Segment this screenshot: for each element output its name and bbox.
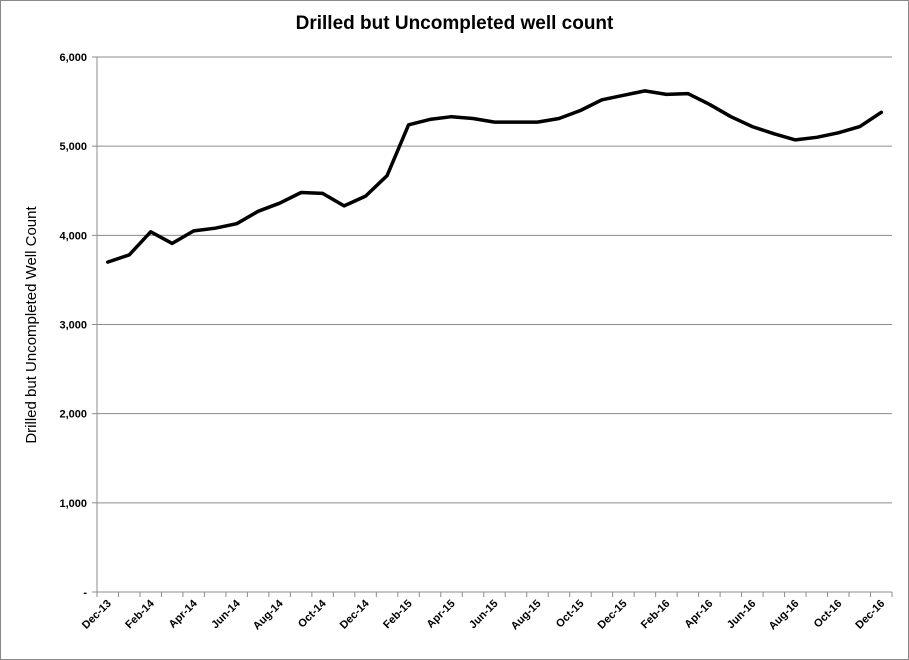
y-tick-label: 5,000 (59, 141, 87, 153)
y-tick-label: 1,000 (59, 498, 87, 510)
x-tick-label: Dec-15 (596, 598, 630, 632)
y-tick-label: - (83, 587, 87, 599)
y-axis-label: Drilled but Uncompleted Well Count (23, 206, 40, 444)
x-tick-label: Aug-14 (251, 597, 286, 632)
x-tick-labels: Dec-13 Feb-14 Apr-14 Jun-14 Aug-14 Oct-14 Dec-… (80, 597, 888, 632)
x-tick-label: Jun-15 (467, 598, 501, 632)
x-tick-label: Oct-16 (812, 598, 845, 631)
x-tick-label: Oct-15 (554, 598, 587, 631)
x-tick-label: Dec-16 (853, 598, 887, 632)
x-tick-label: Apr-14 (167, 597, 201, 631)
y-tick-label: 3,000 (59, 320, 87, 332)
axes (92, 56, 893, 597)
y-tick-labels: - 1,000 2,000 3,000 4,000 5,000 6,000 (59, 52, 87, 599)
chart-title: Drilled but Uncompleted well count (295, 13, 614, 34)
x-tick-label: Apr-16 (682, 598, 715, 631)
y-tick-label: 4,000 (59, 230, 87, 242)
x-tick-label: Feb-16 (639, 598, 673, 632)
series-line (105, 89, 884, 264)
x-tick-label: Feb-14 (123, 597, 157, 631)
x-tick-label: Feb-15 (381, 598, 415, 632)
x-tick-label: Apr-15 (425, 598, 458, 631)
y-tick-label: 6,000 (59, 52, 87, 64)
x-tick-label: Oct-14 (296, 597, 329, 630)
x-tick-label: Jun-14 (209, 597, 243, 631)
gridlines (97, 56, 892, 504)
x-tick-label: Jun-16 (725, 598, 759, 632)
x-tick-label: Aug-16 (767, 598, 802, 633)
y-tick-label: 2,000 (59, 409, 87, 421)
x-tick-label: Aug-15 (509, 598, 544, 633)
x-tick-label: Dec-14 (338, 597, 373, 632)
x-tick-label: Dec-13 (80, 598, 114, 632)
